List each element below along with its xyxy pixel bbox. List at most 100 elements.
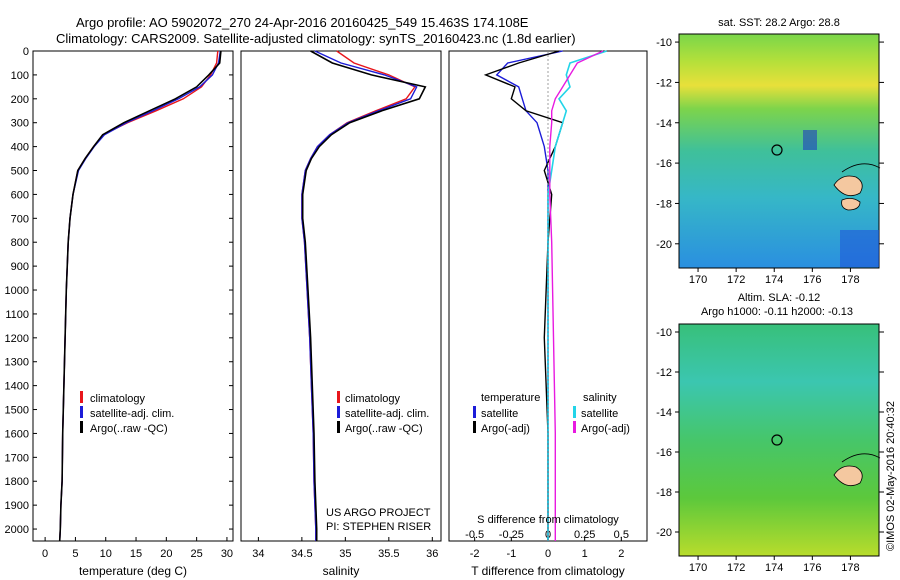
- x-tick-label: 1: [582, 548, 588, 560]
- x-tick-label: 0: [545, 548, 551, 560]
- salinity-plot-frame: [240, 50, 442, 542]
- x-tick-label: 5: [72, 548, 78, 560]
- x-tick-label: 35.5: [378, 548, 399, 560]
- depth-tick-label: 200: [11, 94, 29, 106]
- sla-map-field: [678, 323, 880, 557]
- lon-tick-label: 174: [765, 274, 783, 286]
- depth-tick-label: 900: [11, 261, 29, 273]
- lat-tick-label: -18: [656, 198, 672, 210]
- lon-tick-label: 172: [727, 562, 745, 574]
- salinity-x-label: salinity: [323, 564, 360, 578]
- sla-map: Altim. SLA: -0.12 Argo h1000: -0.11 h200…: [656, 292, 897, 574]
- depth-tick-label: 600: [11, 189, 29, 201]
- s-difference-label: S difference from climatology: [477, 514, 619, 526]
- s-tick-label: -0.25: [499, 529, 524, 541]
- legend-label-climatology: climatology: [345, 393, 401, 405]
- depth-tick-label: 1700: [5, 452, 29, 464]
- legend-swatch-t-argo: [473, 421, 476, 433]
- legend-label-t-argo: Argo(-adj): [481, 423, 530, 435]
- lat-tick-label: -16: [656, 158, 672, 170]
- legend-label-argo: Argo(..raw -QC): [345, 423, 423, 435]
- header-line-1: Argo profile: AO 5902072_270 24-Apr-2016…: [76, 15, 529, 30]
- header-line-2: Climatology: CARS2009. Satellite-adjuste…: [56, 31, 576, 46]
- lat-tick-label: -18: [656, 487, 672, 499]
- depth-tick-label: 700: [11, 213, 29, 225]
- lat-tick-label: -10: [656, 327, 672, 339]
- x-tick-label: 0: [42, 548, 48, 560]
- lat-tick-label: -16: [656, 447, 672, 459]
- depth-tick-label: 300: [11, 118, 29, 130]
- legend-title-salinity: salinity: [583, 392, 617, 404]
- salinity-x-axis: 34 34.5 35 35.5 36: [252, 537, 438, 560]
- credit-project: US ARGO PROJECT: [326, 507, 431, 519]
- legend-swatch-argo: [80, 421, 83, 433]
- fiji-island-shape: [833, 175, 863, 197]
- difference-series: [483, 50, 607, 541]
- sla-map-title-2: Argo h1000: -0.11 h2000: -0.13: [701, 306, 853, 318]
- x-tick-label: 2: [618, 548, 624, 560]
- reef-contour: [841, 163, 881, 173]
- temperature-x-label: temperature (deg C): [79, 564, 187, 578]
- lat-tick-label: -12: [656, 367, 672, 379]
- sst-cool-patch: [803, 130, 817, 150]
- difference-legend: temperature salinity satellite Argo(-adj…: [473, 392, 630, 435]
- sst-map-x-axis: 170 172 174 176 178: [689, 268, 860, 286]
- x-tick-label: 15: [130, 548, 142, 560]
- x-tick-label: 30: [221, 548, 233, 560]
- temperature-legend: climatology satellite-adj. clim. Argo(..…: [80, 391, 174, 435]
- legend-swatch-argo: [337, 421, 340, 433]
- fiji-island-shape: [833, 465, 863, 487]
- lon-tick-label: 174: [765, 562, 783, 574]
- reef-contour: [841, 453, 881, 463]
- legend-swatch-satellite: [337, 406, 340, 418]
- legend-swatch-climatology: [80, 391, 83, 403]
- lon-tick-label: 172: [727, 274, 745, 286]
- depth-tick-label: 1500: [5, 405, 29, 417]
- salinity-panel: 34 34.5 35 35.5 36 salinity climatology sate…: [240, 50, 442, 578]
- depth-tick-label: 2000: [5, 524, 29, 536]
- x-tick-label: 20: [160, 548, 172, 560]
- depth-tick-label: 800: [11, 237, 29, 249]
- t-difference-label: T difference from climatology: [471, 564, 625, 578]
- x-tick-label: -2: [470, 548, 480, 560]
- lon-tick-label: 178: [841, 562, 859, 574]
- lon-tick-label: 176: [803, 562, 821, 574]
- argo-profile-line: [301, 50, 427, 541]
- x-tick-label: -1: [506, 548, 516, 560]
- lat-tick-label: -20: [656, 527, 672, 539]
- salinity-series: [301, 50, 427, 541]
- lon-tick-label: 170: [689, 274, 707, 286]
- s-tick-label: -0.5: [465, 529, 484, 541]
- x-tick-label: 34: [252, 548, 264, 560]
- depth-tick-label: 1000: [5, 285, 29, 297]
- legend-label-satellite: satellite-adj. clim.: [90, 408, 174, 420]
- lon-tick-label: 170: [689, 562, 707, 574]
- credit-pi: PI: STEPHEN RISER: [326, 521, 431, 533]
- depth-tick-label: 400: [11, 142, 29, 154]
- sst-map-field: [678, 33, 880, 269]
- x-tick-label: 36: [426, 548, 438, 560]
- lat-tick-label: -20: [656, 239, 672, 251]
- legend-label-argo: Argo(..raw -QC): [90, 423, 168, 435]
- legend-swatch-s-satellite: [573, 406, 576, 418]
- temperature-panel: 0100200300400500600700800900100011001200…: [5, 46, 234, 578]
- depth-tick-label: 100: [11, 70, 29, 82]
- satellite-adj-clim-line: [301, 50, 418, 541]
- legend-label-s-argo: Argo(-adj): [581, 423, 630, 435]
- legend-swatch-s-argo: [573, 421, 576, 433]
- lat-tick-label: -14: [656, 118, 672, 130]
- sst-map-title: sat. SST: 28.2 Argo: 28.8: [718, 17, 840, 29]
- depth-tick-label: 1600: [5, 428, 29, 440]
- depth-tick-label: 1900: [5, 500, 29, 512]
- legend-swatch-satellite: [80, 406, 83, 418]
- x-tick-label: 34.5: [291, 548, 312, 560]
- imos-timestamp: ©IMOS 02-May-2016 20:40:32: [885, 401, 897, 551]
- fiji-island-shape: [841, 198, 861, 211]
- sla-map-y-axis: -10 -12 -14 -16 -18 -20: [656, 327, 884, 539]
- lon-tick-label: 176: [803, 274, 821, 286]
- legend-label-climatology: climatology: [90, 393, 146, 405]
- depth-tick-label: 1800: [5, 476, 29, 488]
- legend-label-s-satellite: satellite: [581, 408, 618, 420]
